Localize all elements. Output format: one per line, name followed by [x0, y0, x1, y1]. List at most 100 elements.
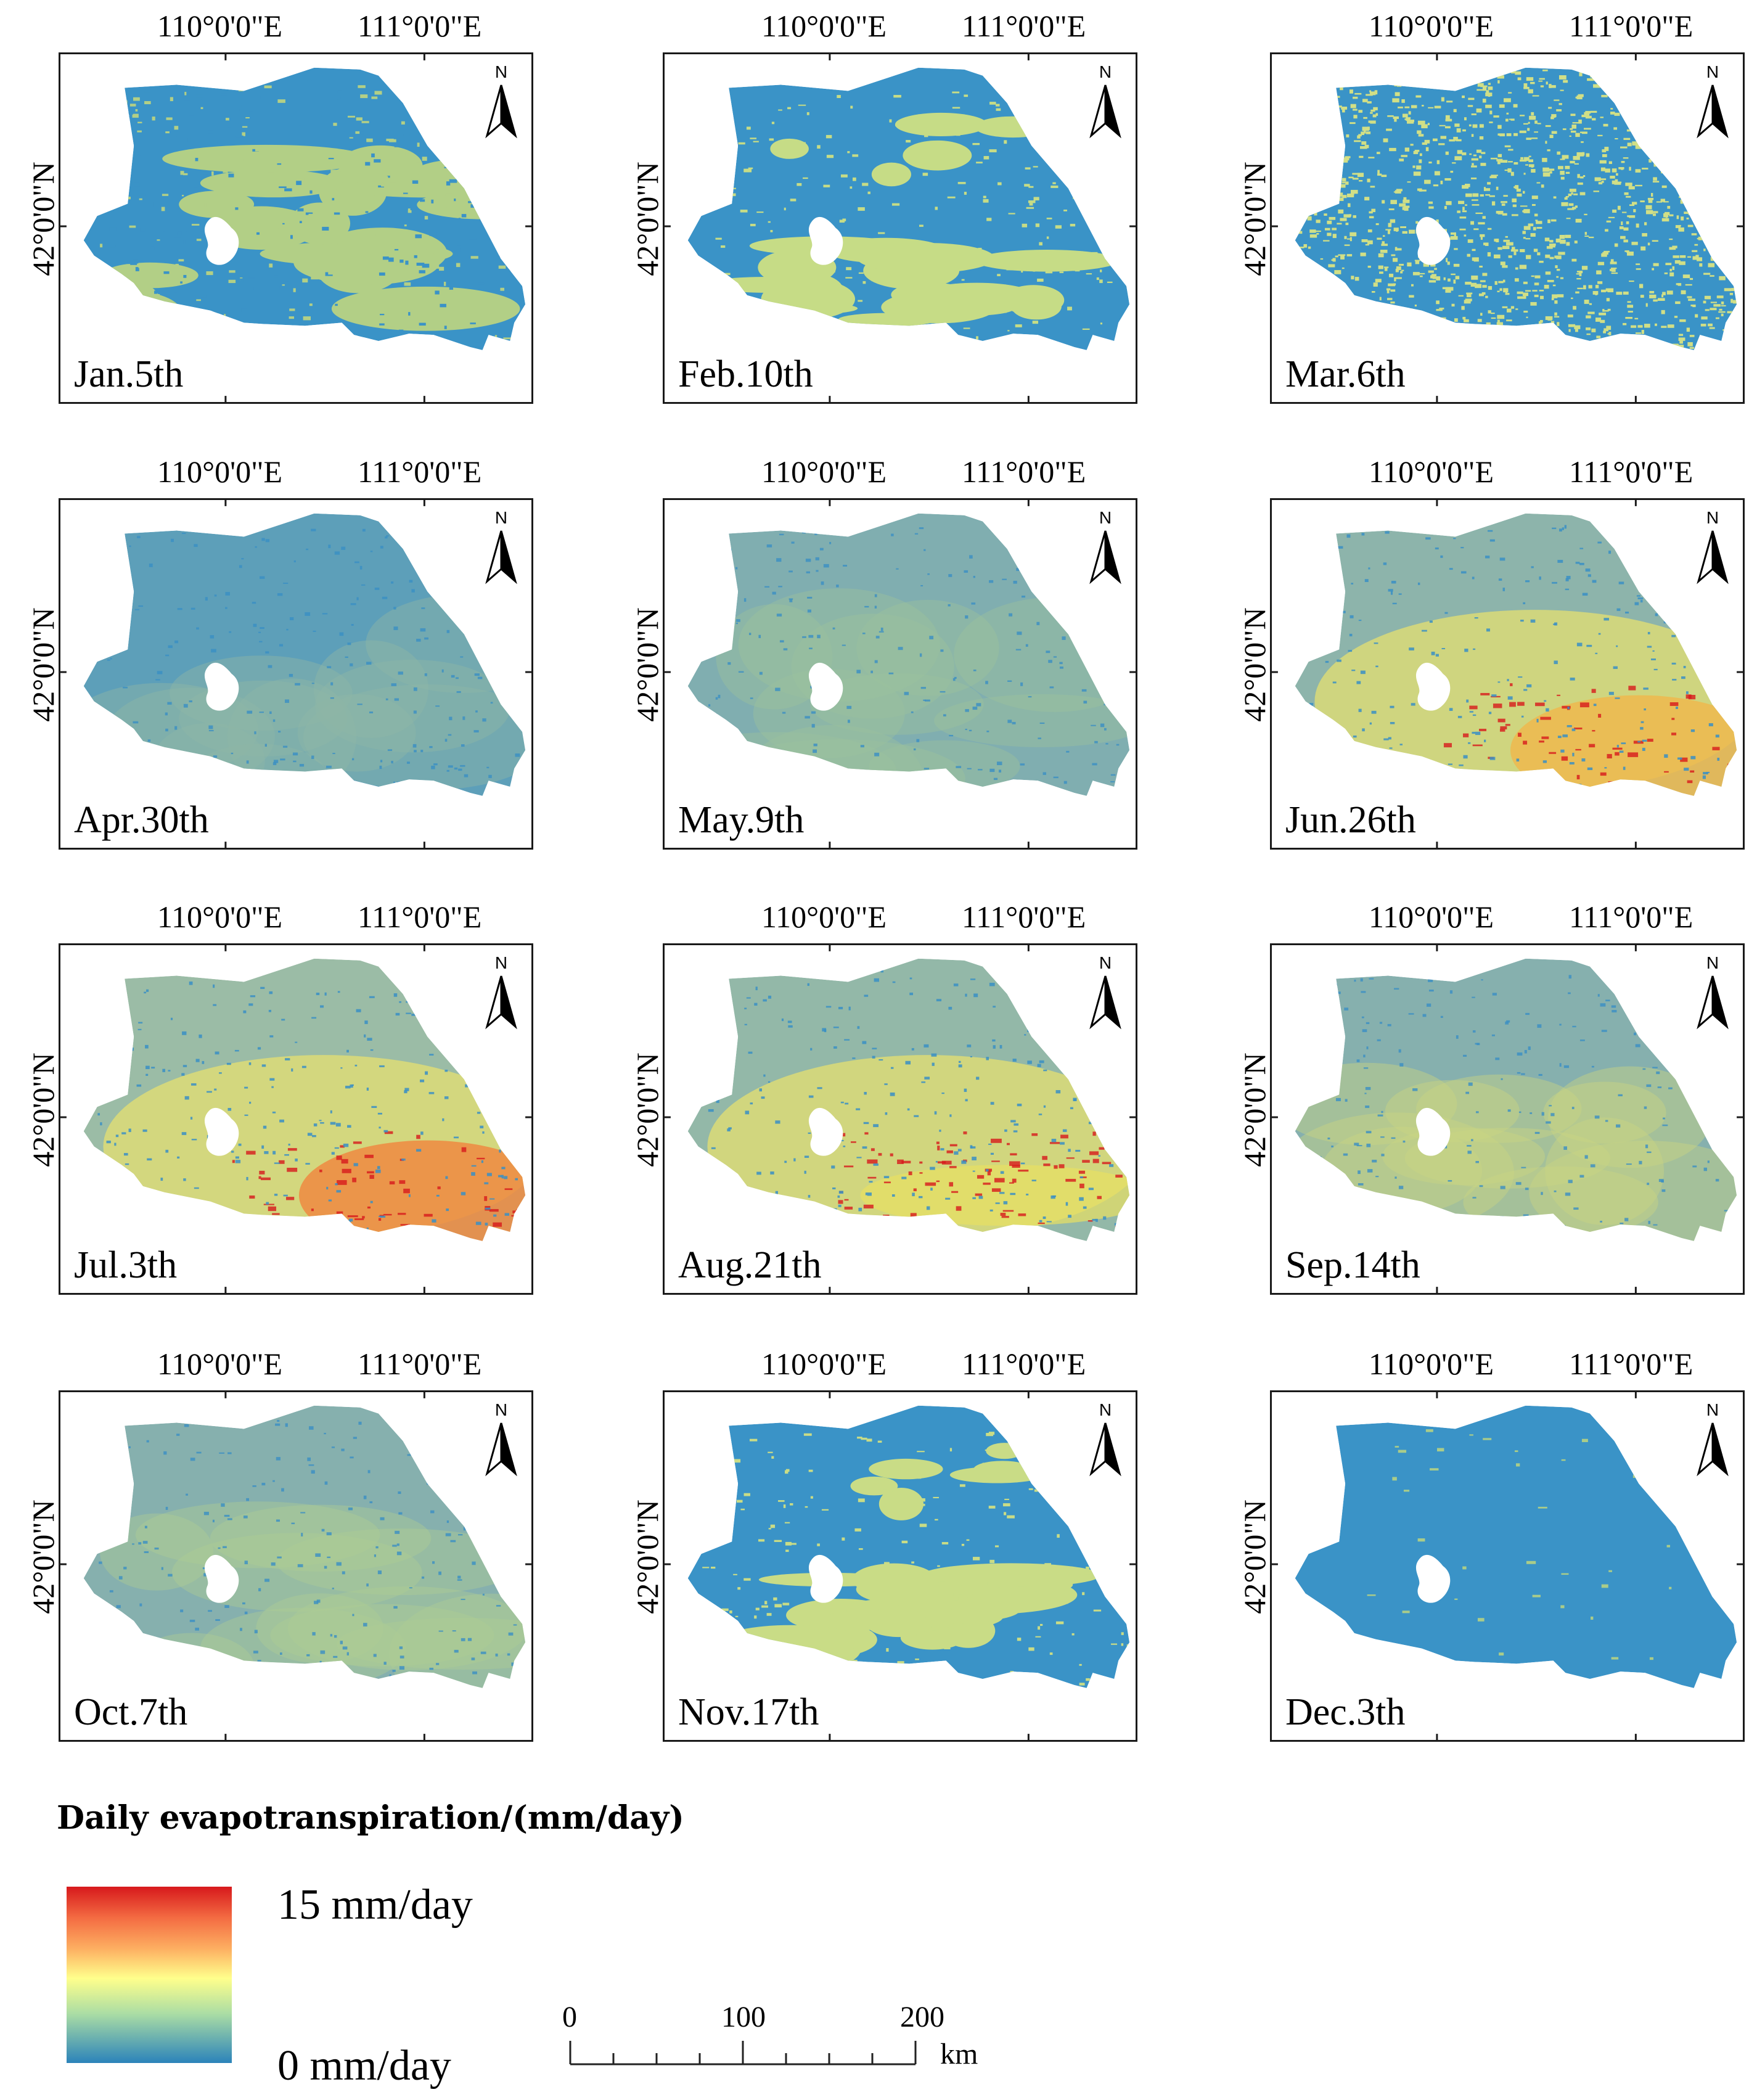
north-arrow: N [1691, 507, 1734, 594]
map-panel: 110°0'0"E 111°0'0"E 42°0'0"N N Oct.7th [26, 1348, 533, 1742]
excluded-area [1415, 1107, 1451, 1156]
north-arrow-letter: N [1706, 508, 1719, 527]
latitude-label-42N: 42°0'0"N [1237, 1499, 1272, 1614]
longitude-label-111E: 111°0'0"E [1569, 454, 1694, 489]
map-panel: 110°0'0"E 111°0'0"E 42°0'0"N N May.9th [630, 456, 1137, 850]
excluded-area [1415, 662, 1451, 711]
latitude-label-42N: 42°0'0"N [630, 607, 665, 722]
longitude-label-111E: 111°0'0"E [358, 9, 482, 43]
excluded-area [204, 662, 239, 711]
scale-unit: km [940, 2038, 978, 2070]
map-panel: 110°0'0"E 111°0'0"E 42°0'0"N N Mar.6th [1237, 10, 1745, 404]
excluded-area [204, 216, 239, 265]
north-arrow-letter: N [495, 953, 507, 972]
map-frame: N Nov.17th [663, 1390, 1137, 1742]
north-arrow: N [480, 62, 523, 148]
evapotranspiration-map [1272, 1392, 1743, 1740]
longitude-label-111E: 111°0'0"E [962, 9, 1086, 43]
map-frame: N Jul.3th [59, 943, 533, 1295]
evapotranspiration-map [1272, 54, 1743, 402]
north-arrow-letter: N [1706, 1400, 1719, 1419]
longitude-label-110E: 110°0'0"E [1369, 454, 1494, 489]
north-arrow-icon: N [1697, 953, 1729, 1030]
latitude-label-42N: 42°0'0"N [26, 1052, 60, 1167]
region-base [687, 513, 1130, 796]
north-arrow-letter: N [1099, 508, 1112, 527]
map-frame: N May.9th [663, 498, 1137, 850]
excluded-area [808, 216, 843, 265]
excluded-area [204, 1554, 239, 1603]
map-panel: 110°0'0"E 111°0'0"E 42°0'0"N N Jan.5th [26, 10, 533, 404]
latitude-label-42N: 42°0'0"N [630, 1499, 665, 1614]
map-date-label: Feb.10th [678, 353, 813, 395]
map-date-label: Jul.3th [74, 1244, 178, 1286]
evapotranspiration-map [665, 945, 1136, 1293]
latitude-label-42N: 42°0'0"N [1237, 1052, 1272, 1167]
evapotranspiration-map [665, 54, 1136, 402]
north-arrow-letter: N [1099, 1400, 1112, 1419]
longitude-label-111E: 111°0'0"E [358, 454, 482, 489]
evapotranspiration-map [60, 1392, 531, 1740]
longitude-label-111E: 111°0'0"E [1569, 9, 1694, 43]
scale-label-100: 100 [721, 2001, 766, 2033]
evapotranspiration-map [1272, 500, 1743, 848]
longitude-label-110E: 110°0'0"E [157, 900, 283, 934]
north-arrow-letter: N [1706, 62, 1719, 81]
map-frame: N Aug.21th [663, 943, 1137, 1295]
map-frame: N Feb.10th [663, 52, 1137, 404]
map-panel: 110°0'0"E 111°0'0"E 42°0'0"N N Aug.21th [630, 901, 1137, 1295]
excluded-area [808, 662, 843, 711]
map-date-label: Oct.7th [74, 1691, 188, 1733]
longitude-label-110E: 110°0'0"E [761, 900, 887, 934]
map-date-label: May.9th [678, 799, 805, 841]
legend-min-label: 0 mm/day [277, 2042, 451, 2090]
latitude-label-42N: 42°0'0"N [26, 162, 60, 276]
longitude-label-111E: 111°0'0"E [358, 1347, 482, 1381]
map-frame: N Jun.26th [1270, 498, 1745, 850]
map-frame: N Sep.14th [1270, 943, 1745, 1295]
region-base [1295, 1405, 1737, 1688]
map-frame: N Mar.6th [1270, 52, 1745, 404]
latitude-label-42N: 42°0'0"N [1237, 607, 1272, 722]
excluded-area [808, 1107, 843, 1156]
latitude-label-42N: 42°0'0"N [630, 162, 665, 276]
map-frame: N Dec.3th [1270, 1390, 1745, 1742]
north-arrow-icon: N [1697, 62, 1729, 139]
north-arrow: N [480, 953, 523, 1039]
region-base [83, 1405, 526, 1688]
north-arrow-icon: N [485, 62, 517, 139]
map-date-label: Mar.6th [1285, 353, 1406, 395]
region-base [83, 513, 526, 796]
north-arrow-letter: N [1706, 953, 1719, 972]
longitude-label-110E: 110°0'0"E [1369, 900, 1494, 934]
north-arrow-letter: N [1099, 953, 1112, 972]
latitude-label-42N: 42°0'0"N [630, 1052, 665, 1167]
map-panel: 110°0'0"E 111°0'0"E 42°0'0"N N Sep.14th [1237, 901, 1745, 1295]
north-arrow: N [1084, 1400, 1127, 1486]
north-arrow-icon: N [485, 508, 517, 584]
map-panel: 110°0'0"E 111°0'0"E 42°0'0"N N Nov.17th [630, 1348, 1137, 1742]
north-arrow-icon: N [485, 953, 517, 1030]
longitude-label-110E: 110°0'0"E [1369, 1347, 1494, 1381]
evapotranspiration-map [665, 500, 1136, 848]
latitude-label-42N: 42°0'0"N [1237, 162, 1272, 276]
map-frame: N Jan.5th [59, 52, 533, 404]
north-arrow-icon: N [485, 1400, 517, 1477]
north-arrow: N [1084, 507, 1127, 594]
north-arrow-icon: N [1089, 1400, 1121, 1477]
evapotranspiration-map [60, 945, 531, 1293]
longitude-label-110E: 110°0'0"E [157, 9, 283, 43]
scale-label-0: 0 [562, 2001, 577, 2033]
excluded-area [1415, 1554, 1451, 1603]
north-arrow: N [1691, 953, 1734, 1039]
north-arrow-letter: N [495, 62, 507, 81]
north-arrow: N [1691, 62, 1734, 148]
longitude-label-111E: 111°0'0"E [1569, 900, 1694, 934]
longitude-label-110E: 110°0'0"E [1369, 9, 1494, 43]
map-date-label: Jan.5th [74, 353, 184, 395]
map-panel: 110°0'0"E 111°0'0"E 42°0'0"N N Jul.3th [26, 901, 533, 1295]
evapotranspiration-map [665, 1392, 1136, 1740]
north-arrow: N [1084, 953, 1127, 1039]
legend-title: Daily evapotranspiration/(mm/day) [57, 1799, 684, 1837]
longitude-label-110E: 110°0'0"E [761, 454, 887, 489]
